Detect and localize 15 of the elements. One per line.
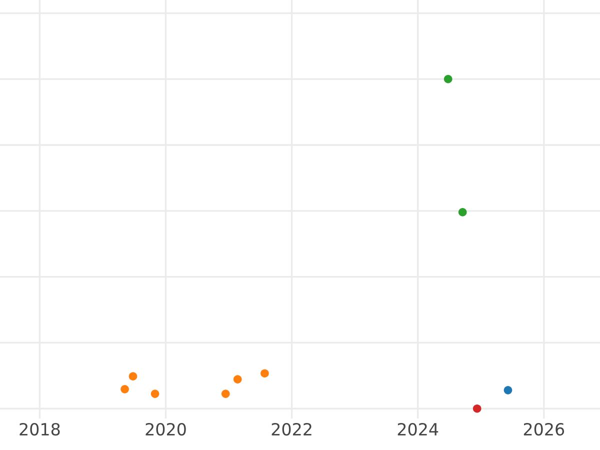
point — [504, 386, 512, 394]
point — [128, 372, 138, 380]
point — [150, 390, 160, 398]
x-tick-label: 2026 — [524, 422, 564, 436]
point — [260, 369, 269, 378]
x-tick-label: 2020 — [146, 422, 186, 436]
x-tick-label: 2018 — [20, 422, 60, 436]
x-tick-label: 2022 — [272, 422, 312, 436]
point — [458, 208, 467, 216]
point — [444, 74, 452, 84]
point — [221, 390, 230, 398]
point — [472, 404, 482, 413]
point — [233, 375, 242, 384]
point — [120, 385, 129, 394]
x-tick-label: 2024 — [398, 422, 438, 436]
